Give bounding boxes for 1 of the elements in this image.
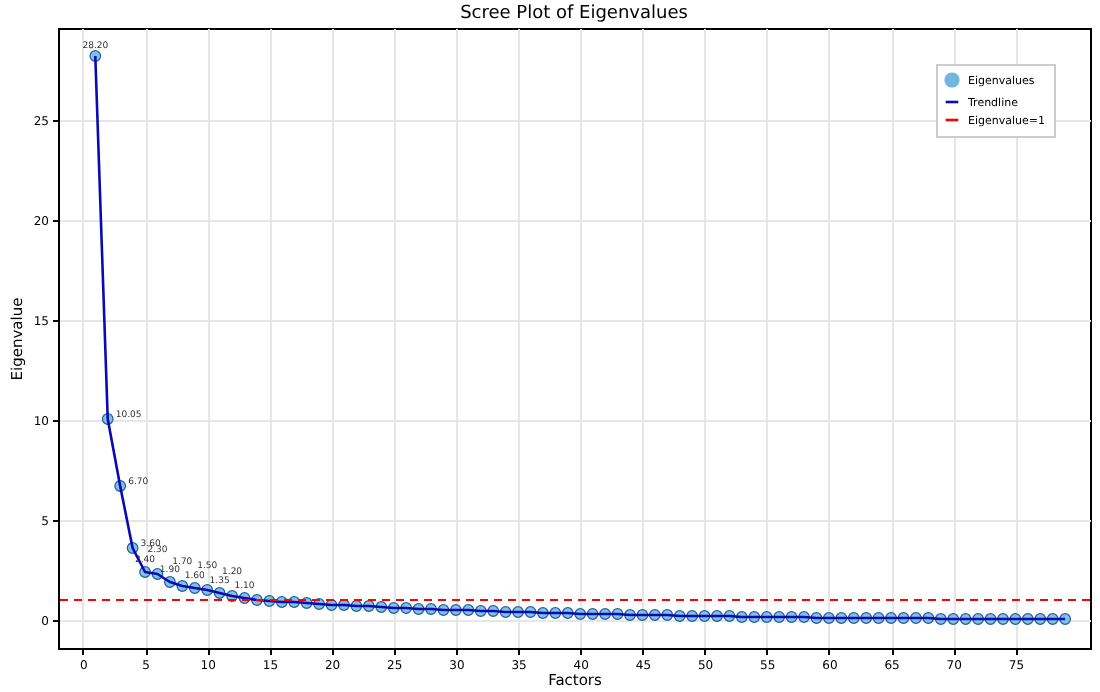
- chart-title: Scree Plot of Eigenvalues: [460, 4, 689, 24]
